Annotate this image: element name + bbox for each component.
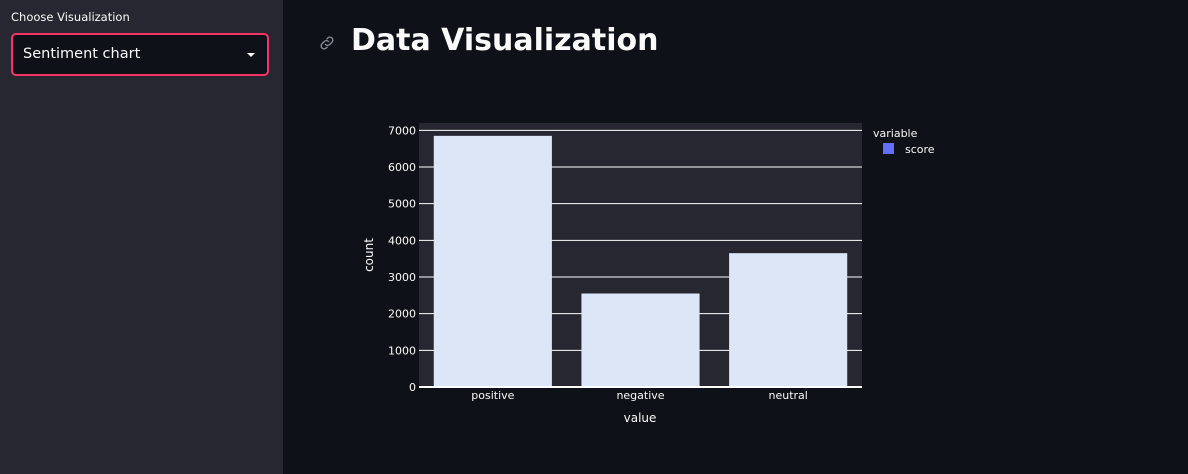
sidebar: Choose Visualization Sentiment chart bbox=[0, 0, 283, 474]
select-value: Sentiment chart bbox=[23, 46, 141, 62]
choose-visualization-label: Choose Visualization bbox=[11, 10, 130, 24]
main-area bbox=[283, 0, 1188, 474]
link-icon[interactable] bbox=[318, 34, 336, 52]
chevron-down-icon bbox=[247, 53, 255, 57]
page-title: Data Visualization bbox=[351, 23, 659, 58]
visualization-select[interactable]: Sentiment chart bbox=[11, 33, 269, 76]
